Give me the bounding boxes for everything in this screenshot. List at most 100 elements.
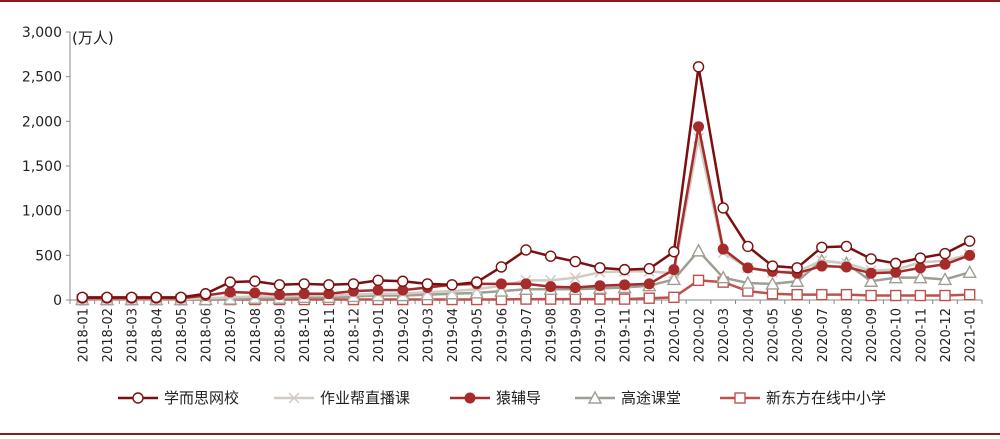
data-point	[865, 253, 877, 265]
data-point	[594, 293, 606, 305]
data-point	[175, 291, 187, 304]
x-tick-label: 2020-11	[914, 308, 929, 362]
data-point	[372, 274, 384, 287]
x-tick-label: 2019-03	[421, 308, 436, 362]
data-point	[494, 283, 509, 297]
data-point	[569, 281, 581, 293]
x-tick-label: 2019-11	[619, 308, 634, 362]
legend-item: 新东方在线中小学	[720, 389, 886, 407]
data-point	[840, 288, 853, 301]
data-point	[890, 257, 902, 270]
x-tick-label: 2018-07	[224, 308, 239, 362]
data-point	[963, 288, 976, 301]
data-point	[765, 276, 780, 290]
data-point	[249, 287, 261, 299]
data-point	[937, 271, 953, 286]
data-point	[495, 278, 507, 290]
series-layer	[75, 61, 977, 306]
data-point	[742, 240, 754, 253]
x-tick-label: 2019-01	[372, 308, 387, 362]
series-0	[76, 61, 976, 304]
data-point	[249, 275, 261, 287]
data-point	[199, 288, 212, 300]
data-point	[692, 61, 705, 73]
data-point	[666, 271, 682, 286]
data-point	[520, 244, 532, 256]
data-point	[789, 273, 805, 287]
legend-label: 新东方在线中小学	[766, 389, 886, 407]
x-tick-label: 2019-02	[397, 308, 412, 362]
x-tick-label: 2020-12	[939, 308, 954, 362]
data-point	[464, 392, 476, 404]
data-point	[421, 278, 434, 290]
data-point	[962, 264, 977, 279]
data-point	[816, 241, 828, 253]
data-point-stroke	[569, 272, 581, 284]
series-line	[82, 137, 970, 301]
x-tick-label: 2019-05	[471, 308, 486, 362]
data-point	[397, 275, 409, 287]
data-point	[766, 260, 779, 272]
x-tick-label: 2018-12	[347, 308, 362, 362]
data-point	[939, 289, 951, 302]
unit-label: (万人)	[72, 29, 114, 47]
y-tick-label: 1,500	[22, 159, 62, 175]
data-point	[619, 279, 631, 291]
x-tick-label: 2020-09	[865, 308, 880, 362]
x-tick-label: 2018-11	[323, 308, 338, 362]
top-rule	[0, 0, 1000, 2]
data-point	[101, 291, 113, 304]
x-tick-label: 2020-04	[742, 308, 757, 362]
x-tick-label: 2019-09	[569, 308, 584, 362]
x-tick-label: 2020-03	[717, 308, 732, 362]
data-point	[816, 288, 828, 301]
data-point	[471, 276, 483, 288]
x-tick-label: 2019-04	[446, 308, 461, 362]
data-point	[914, 252, 927, 264]
data-point	[323, 279, 335, 291]
data-point	[520, 293, 532, 305]
y-tick-label: 500	[35, 248, 62, 264]
legend: 学而思网校 作业帮直播课 猿辅导 高途课堂 新东方在线中小学	[118, 389, 886, 407]
series-2	[76, 121, 976, 304]
data-point	[569, 255, 581, 268]
data-point	[964, 249, 976, 261]
x-tick-label: 2019-07	[520, 308, 535, 362]
y-tick-label: 2,500	[22, 70, 62, 86]
data-point	[643, 263, 655, 275]
data-point	[347, 278, 360, 290]
data-point	[693, 121, 705, 133]
x-tick-label: 2021-01	[964, 308, 979, 362]
data-point	[569, 272, 581, 284]
data-point	[643, 278, 655, 290]
data-point	[544, 293, 557, 305]
x-tick-label: 2018-02	[101, 308, 116, 362]
data-point	[717, 202, 729, 214]
x-tick-label: 2020-01	[668, 308, 683, 362]
data-point	[734, 392, 746, 404]
data-point	[618, 293, 631, 305]
x-tick-label: 2018-05	[175, 308, 190, 362]
data-point	[132, 392, 144, 404]
data-point	[791, 262, 803, 274]
x-tick-label: 2019-08	[545, 308, 560, 362]
x-tick-label: 2020-07	[816, 308, 831, 362]
data-point-stroke	[288, 392, 300, 404]
data-point	[273, 279, 286, 291]
data-point	[692, 274, 705, 287]
x-tick-label: 2018-10	[298, 308, 313, 362]
x-tick-label: 2018-09	[274, 308, 289, 362]
x-tick-label: 2020-08	[840, 308, 855, 362]
data-point	[150, 291, 162, 304]
data-point	[914, 289, 927, 302]
x-tick-label: 2018-04	[150, 308, 165, 362]
data-point	[643, 292, 655, 304]
data-point	[298, 278, 310, 290]
data-point	[939, 258, 951, 270]
data-point	[125, 291, 138, 304]
data-point	[594, 280, 606, 292]
x-tick-label: 2018-06	[200, 308, 215, 362]
data-point	[791, 288, 803, 301]
data-point	[298, 288, 310, 300]
